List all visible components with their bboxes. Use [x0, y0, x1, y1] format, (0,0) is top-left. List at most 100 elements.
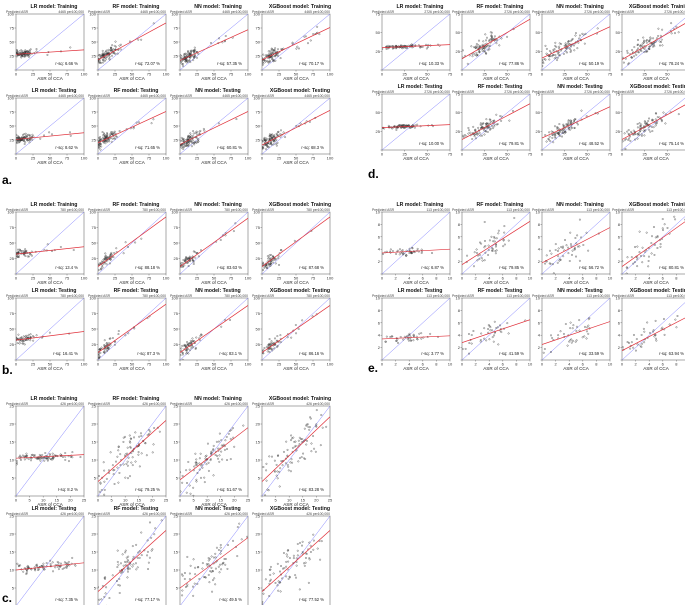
- data-point: [277, 54, 279, 57]
- data-point: [124, 334, 127, 337]
- y-axis-label: Predicted ASR: [612, 294, 635, 298]
- data-point: [641, 42, 644, 45]
- r-squared-label: r-sq: 41.59 %: [499, 351, 524, 356]
- data-point: [38, 457, 40, 460]
- data-point: [485, 39, 487, 42]
- data-point: [268, 343, 270, 346]
- data-point: [495, 237, 498, 240]
- data-point: [221, 444, 224, 447]
- data-point: [181, 262, 184, 264]
- data-point: [181, 358, 184, 360]
- data-point: [474, 128, 477, 131]
- y-tick-label: 100: [253, 296, 260, 301]
- data-point: [476, 259, 479, 262]
- data-point: [100, 138, 103, 140]
- data-point: [102, 59, 105, 62]
- data-point: [210, 41, 212, 44]
- data-point: [52, 570, 54, 573]
- data-point: [295, 557, 298, 560]
- data-point: [642, 41, 645, 44]
- data-point: [309, 544, 312, 547]
- data-point: [274, 344, 277, 346]
- plot-area: [180, 98, 248, 154]
- x-axis-label: ASR of CCA: [563, 280, 589, 285]
- data-point: [271, 50, 274, 53]
- data-point: [140, 452, 143, 455]
- data-point: [129, 561, 132, 564]
- data-point: [568, 128, 570, 131]
- data-point: [132, 127, 135, 130]
- data-point: [149, 521, 151, 524]
- data-point: [575, 325, 578, 328]
- data-point: [275, 143, 278, 145]
- data-point: [582, 33, 585, 36]
- x-tick-label: 15: [55, 498, 60, 503]
- data-point: [126, 576, 129, 579]
- unit-label: 780 per100,000: [142, 208, 166, 212]
- fit-line: [262, 110, 330, 146]
- data-point: [116, 561, 119, 563]
- data-point: [506, 35, 509, 38]
- y-tick-label: 10: [10, 568, 15, 573]
- data-point: [659, 245, 662, 248]
- data-point: [120, 571, 122, 574]
- unit-label: 426 per100,000: [60, 512, 84, 516]
- data-point: [48, 131, 51, 134]
- data-point: [660, 119, 663, 122]
- x-tick-label: 0: [261, 276, 264, 281]
- data-point: [425, 47, 428, 50]
- data-point: [265, 148, 267, 151]
- data-point: [192, 486, 195, 489]
- data-point: [548, 50, 551, 52]
- data-point: [477, 44, 480, 47]
- data-point: [482, 43, 484, 46]
- data-point: [630, 130, 633, 133]
- data-point: [68, 564, 71, 567]
- data-point: [306, 439, 308, 442]
- plot-area: [98, 298, 166, 360]
- data-point: [574, 246, 576, 249]
- y-tick-label: 20: [256, 422, 261, 427]
- data-point: [217, 565, 220, 568]
- data-point: [298, 47, 300, 50]
- x-tick-label: 10: [287, 498, 292, 503]
- data-point: [570, 243, 572, 246]
- data-point: [181, 481, 184, 484]
- y-tick-label: 50: [376, 110, 381, 115]
- data-point: [107, 139, 110, 142]
- data-point: [191, 337, 194, 340]
- data-point: [191, 49, 194, 52]
- unit-label: 2726 per100,000: [424, 90, 450, 94]
- data-point: [642, 36, 645, 39]
- data-point: [104, 58, 107, 61]
- data-point: [32, 339, 35, 342]
- y-tick-label: 5: [176, 476, 179, 481]
- data-point: [138, 465, 141, 468]
- data-point: [29, 253, 32, 256]
- data-point: [23, 133, 26, 136]
- data-point: [291, 446, 294, 449]
- data-point: [24, 248, 27, 251]
- data-point: [578, 218, 581, 221]
- data-point: [268, 455, 271, 458]
- data-point: [105, 135, 108, 138]
- data-point: [287, 577, 290, 580]
- plot-area: [16, 98, 84, 154]
- unit-label: 113 per100,000: [426, 208, 450, 212]
- data-point: [395, 129, 398, 131]
- data-point: [480, 242, 483, 245]
- data-point: [108, 58, 111, 61]
- unit-label: 2726 per100,000: [424, 10, 450, 14]
- data-point: [104, 577, 106, 580]
- fit-line: [382, 335, 450, 340]
- data-point: [99, 352, 102, 354]
- data-point: [226, 459, 228, 462]
- data-point: [191, 134, 194, 137]
- data-point: [570, 45, 572, 48]
- data-point: [569, 339, 572, 342]
- data-point: [194, 347, 197, 350]
- data-point: [128, 567, 131, 570]
